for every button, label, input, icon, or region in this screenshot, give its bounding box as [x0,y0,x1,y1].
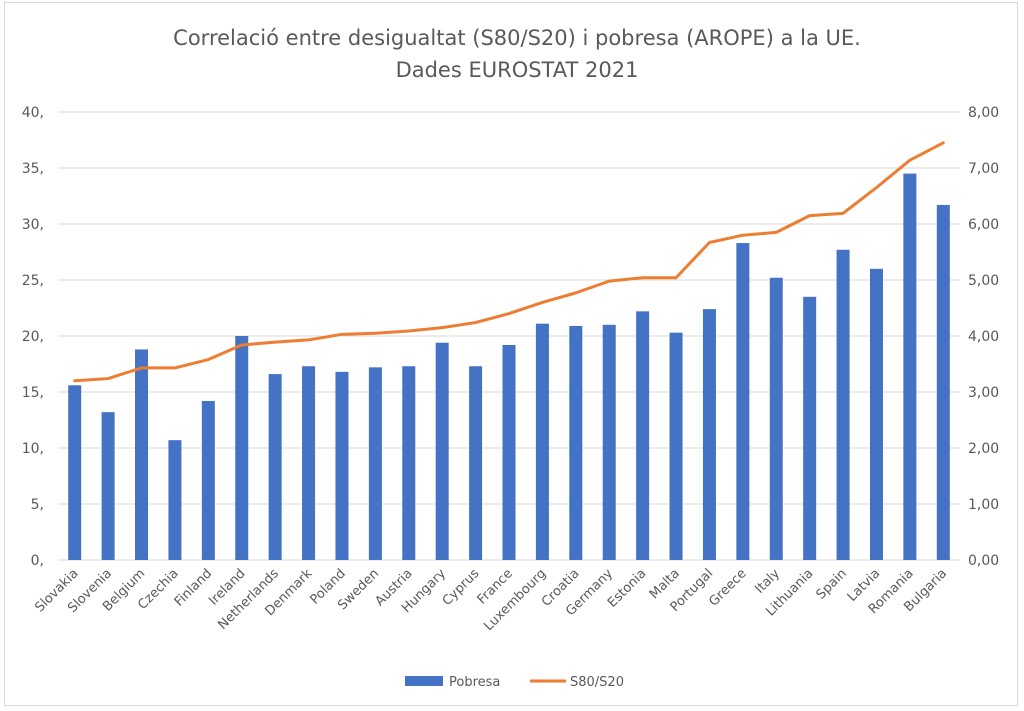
bar-croatia [569,325,583,560]
x-tick-label: Greece [706,566,749,609]
y-right-tick-label: 4,00 [968,329,999,345]
y-right-tick-label: 8,00 [968,105,999,121]
bar-estonia [636,311,650,560]
bar-slovakia [68,385,82,560]
y-left-tick-label: 40, [22,105,44,121]
bar-finland [201,400,215,560]
legend-swatch-pobresa [405,676,443,686]
bar-luxembourg [535,323,549,560]
y-right-tick-label: 2,00 [968,441,999,457]
bar-hungary [435,342,449,560]
y-left-tick-label: 35, [22,161,44,177]
bar-spain [836,249,850,560]
y-left-tick-label: 5, [31,497,44,513]
bar-bulgaria [936,204,950,560]
x-tick-label: Finland [172,566,215,609]
bar-belgium [135,349,149,560]
bar-cyprus [469,366,483,560]
y-right-tick-label: 1,00 [968,497,999,513]
chart-subtitle: Dades EUROSTAT 2021 [396,58,639,82]
y-right-tick-label: 6,00 [968,217,999,233]
y-left-tick-label: 15, [22,385,44,401]
bar-portugal [702,309,716,560]
bar-germany [602,324,616,560]
y-left-tick-label: 10, [22,441,44,457]
bar-italy [769,277,783,560]
bar-poland [335,371,349,560]
y-left-tick-label: 0, [31,553,44,569]
y-right-tick-label: 0,00 [968,553,999,569]
y-left-tick-label: 20, [22,329,44,345]
bar-romania [903,173,917,560]
bar-czechia [168,440,182,560]
y-left-tick-label: 30, [22,217,44,233]
y-right-tick-label: 7,00 [968,161,999,177]
bar-malta [669,332,683,560]
bar-sweden [368,367,382,560]
bar-slovenia [101,412,115,560]
bar-france [502,344,516,560]
bar-lithuania [803,296,817,560]
bar-greece [736,243,750,561]
x-tick-label: Spain [814,566,850,602]
legend-label-s80s20: S80/S20 [570,675,624,690]
bar-ireland [235,336,249,560]
bar-denmark [302,366,316,560]
y-right-tick-label: 5,00 [968,273,999,289]
bar-latvia [869,268,883,560]
y-right-tick-label: 3,00 [968,385,999,401]
legend-label-pobresa: Pobresa [449,675,500,690]
bar-austria [402,366,416,560]
x-tick-label: Cyprus [440,566,483,609]
bar-netherlands [268,374,282,560]
chart-title: Correlació entre desigualtat (S80/S20) i… [173,26,861,50]
legend: Pobresa S80/S20 [405,675,624,690]
y-left-tick-label: 25, [22,273,44,289]
